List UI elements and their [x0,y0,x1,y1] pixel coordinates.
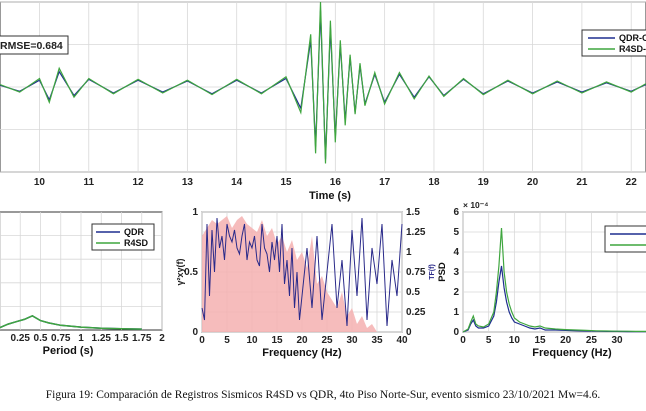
rmse-annotation: RMSE=0.684 [0,35,69,55]
tf-y-tick-label: 0.5 [406,287,420,298]
frequency-tick-label: 35 [371,335,383,346]
tf-ylabel: TF(f) [429,264,436,280]
psd-frequency-tick-label: 5 [486,335,492,346]
time-tick-label: 13 [182,177,194,188]
figure-caption: Figura 19: Comparación de Registros Sism… [45,389,601,401]
psd-series [462,227,646,333]
tf-y-tick-label: 1 [406,247,412,258]
frequency-tick-label: 40 [396,335,408,346]
legend-r4sd-label: R4SD- [619,44,646,54]
spectrum-legend-r4sd: R4SD [124,238,149,248]
psd-series-2-line [462,227,646,333]
tf-y-tick-label: 1.5 [406,207,420,218]
spectrum-series [0,314,142,330]
psd-tick-labels: 0 5 10 15 20 25 30 0 1 2 3 4 5 6 [453,207,623,346]
psd-y-tick-label: 3 [453,267,459,278]
frequency-tick-label: 0 [199,335,205,346]
frequency-tick-label: 30 [346,335,358,346]
frequency-tick-label: 15 [271,335,283,346]
frequency-tick-label: 10 [246,335,258,346]
time-history-xlabel: Time (s) [309,190,351,202]
coherence-tick-labels: 0 5 10 15 20 25 30 35 4000.5100.250.50.7511.251.… [184,207,426,346]
legend-qdr-label: QDR-C [619,33,646,43]
psd-legend [604,225,646,253]
period-tick-label: 2 [159,333,165,344]
psd-panel: 0 5 10 15 20 25 30 0 1 2 3 4 5 6 × 10⁻⁴ PSD Frequency… [437,200,646,359]
time-history-series [0,1,646,164]
spectrum-r4sd-line [0,314,142,330]
time-tick-label: 11 [83,177,94,188]
time-tick-label: 20 [527,177,539,188]
spectrum-legend-qdr: QDR [124,227,145,237]
psd-y-tick-label: 5 [453,227,459,238]
psd-frequency-tick-label: 15 [534,335,546,346]
frequency-tick-label: 5 [224,335,230,346]
period-tick-label: 0.25 [11,333,31,344]
coherence-y-tick-label: 1 [192,207,198,218]
coherence-panel: 0 5 10 15 20 25 30 35 4000.5100.250.50.7511.251.… [175,207,436,359]
time-tick-label: 17 [379,177,391,188]
psd-y-tick-label: 2 [453,287,459,298]
psd-exponent: × 10⁻⁴ [463,200,488,210]
time-history-legend: QDR-C R4SD- [581,29,646,57]
spectrum-tick-labels: 0.25 0.5 0.75 1 1.25 1.5 1.75 2 [11,333,166,344]
period-tick-label: 1 [78,333,84,344]
time-history-tick-labels: 10 11 12 13 14 15 16 17 18 19 20 21 22 [34,177,637,188]
coherence-line [201,217,403,327]
coherence-series [201,217,403,327]
period-tick-label: 1.5 [115,333,129,344]
psd-frequency-tick-label: 30 [611,335,623,346]
spectrum-xlabel: Period (s) [43,345,94,357]
psd-y-tick-label: 6 [453,207,459,218]
spectrum-legend: QDR R4SD [91,223,155,251]
psd-ylabel: PSD [437,262,448,282]
tf-y-tick-label: 1.25 [406,227,426,238]
coherence-y-tick-label: 0.5 [184,267,198,278]
psd-y-tick-label: 0 [453,327,459,338]
psd-frequency-tick-label: 25 [586,335,598,346]
frequency-tick-label: 25 [321,335,333,346]
period-tick-label: 0.5 [34,333,48,344]
psd-y-tick-label: 1 [453,307,459,318]
coherence-xlabel: Frequency (Hz) [262,347,342,359]
time-tick-label: 15 [280,177,292,188]
coherence-y-tick-label: 0 [192,327,198,338]
psd-frequency-tick-label: 20 [560,335,572,346]
psd-frequency-tick-label: 0 [460,335,466,346]
transfer-function-fill [202,216,402,332]
rmse-text: RMSE=0.684 [0,40,63,52]
psd-y-tick-label: 4 [453,247,459,258]
time-history-grid [0,1,646,173]
tf-y-tick-label: 0 [406,327,412,338]
time-tick-label: 12 [133,177,145,188]
time-tick-label: 21 [576,177,588,188]
tf-y-tick-label: 0.75 [406,267,426,278]
time-tick-label: 19 [478,177,490,188]
time-tick-label: 18 [428,177,440,188]
time-tick-label: 14 [231,177,243,188]
time-tick-label: 10 [34,177,46,188]
period-tick-label: 1.75 [132,333,152,344]
frequency-tick-label: 20 [296,335,308,346]
psd-xlabel: Frequency (Hz) [532,347,612,359]
psd-frequency-tick-label: 10 [509,335,521,346]
series-r4sd--line [0,1,646,164]
tf-y-tick-label: 0.25 [406,307,426,318]
time-tick-label: 16 [330,177,342,188]
coherence-ylabel: γ²xy(f) [175,258,185,285]
time-tick-label: 22 [626,177,638,188]
period-tick-label: 0.75 [51,333,71,344]
spectrum-panel: 0.25 0.5 0.75 1 1.25 1.5 1.75 2 QDR R4SD Period… [0,211,166,357]
period-tick-label: 1.25 [92,333,112,344]
time-history-panel: 10 11 12 13 14 15 16 17 18 19 20 21 22 RMSE=0.684 QD… [0,1,646,202]
transfer-function-area [202,216,402,332]
